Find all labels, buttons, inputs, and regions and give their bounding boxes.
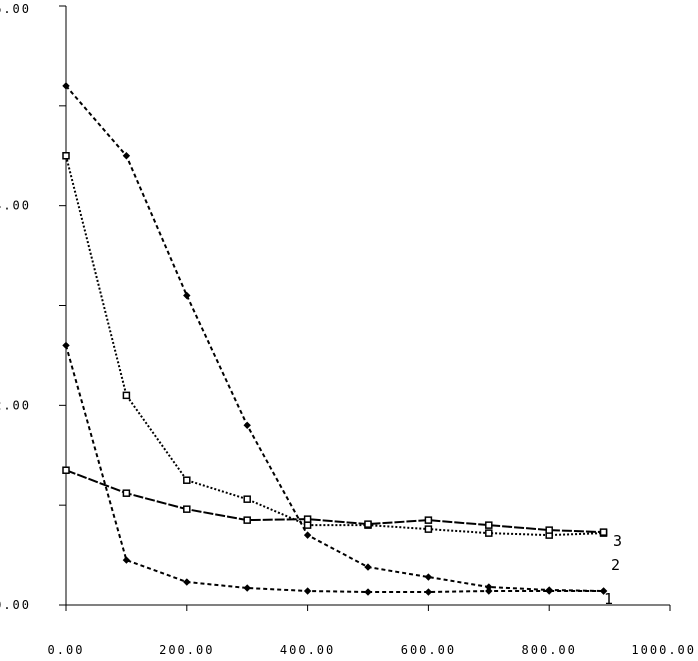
series-label-3: 3 [613,532,622,550]
x-tick-label: 0.00 [48,643,85,657]
data-point [62,341,70,350]
data-point [303,521,312,529]
y-tick-label: 2.00 [0,398,31,412]
data-point [243,516,251,524]
data-point [599,587,608,595]
data-point [424,573,433,581]
data-point [183,505,191,513]
data-point [122,391,131,400]
x-tick-label: 800.00 [522,643,577,657]
series-line [65,85,604,592]
data-point [364,588,372,596]
data-point [122,152,131,160]
series-label-1: 1 [604,590,613,608]
data-point [599,528,608,536]
series-4 [62,466,608,536]
data-point [303,587,312,595]
series-line [65,155,604,537]
data-point [485,521,493,529]
series-2 [62,82,608,595]
data-point [303,515,312,523]
data-point [364,563,372,571]
data-point [424,588,433,596]
series-group [62,82,608,596]
data-point [183,291,191,300]
data-point [485,587,493,595]
data-point [122,556,131,564]
data-point [243,495,251,503]
x-tick-label: 400.00 [280,643,335,657]
data-point [62,82,70,90]
data-point [122,489,131,497]
x-tick-label: 1000.00 [631,643,696,657]
data-point [545,586,553,594]
data-point [62,466,70,474]
y-tick-label: 4.00 [0,199,31,213]
series-line [65,345,604,593]
series-1 [62,341,608,596]
data-point [485,583,493,591]
series-3 [62,152,608,539]
y-tick-label: 0.00 [0,598,31,612]
x-tick-label: 200.00 [159,643,214,657]
x-tick-label: 600.00 [401,643,456,657]
series-label-2: 2 [611,556,620,574]
data-point [183,578,191,586]
series-line [65,469,604,534]
data-point [183,476,191,484]
data-point [364,520,372,528]
data-point [424,516,433,524]
data-point [243,421,251,430]
data-point [62,152,70,160]
data-point [545,526,553,534]
y-tick-label: 6.00 [0,2,31,16]
axes [65,6,670,606]
data-point [303,531,312,539]
data-point [243,584,251,592]
data-point [485,529,493,537]
data-point [424,525,433,533]
series-labels: 1 2 3 [604,532,622,608]
